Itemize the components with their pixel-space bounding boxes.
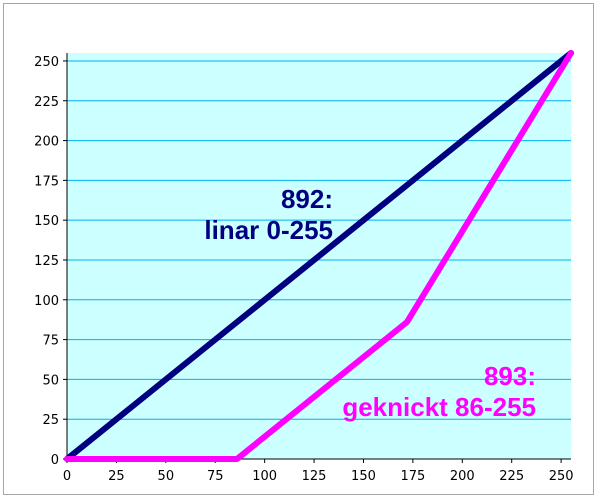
annotation-1: 892: linar 0-255 xyxy=(204,184,333,245)
line-chart: 0 25 50 75 100 125 150 175 200 225 250 0 25 50 75 100 1… xyxy=(34,50,574,484)
y-tick-label: 225 xyxy=(34,95,59,110)
data-point xyxy=(568,50,574,56)
y-axis-ticks: 0 25 50 75 100 125 150 175 200 225 250 xyxy=(34,55,67,468)
y-tick-label: 100 xyxy=(34,294,59,309)
x-tick-label: 225 xyxy=(499,469,524,484)
chart-frame: 0 25 50 75 100 125 150 175 200 225 250 0 25 50 75 100 1… xyxy=(3,3,594,495)
annotation-2: 893: geknickt 86-255 xyxy=(342,361,536,422)
y-tick-label: 150 xyxy=(34,214,59,229)
x-tick-label: 75 xyxy=(207,469,224,484)
x-tick-label: 100 xyxy=(252,469,277,484)
gridlines xyxy=(67,60,571,460)
x-tick-label: 200 xyxy=(450,469,475,484)
y-tick-label: 25 xyxy=(42,413,59,428)
annotation-line: 893: xyxy=(484,361,536,391)
data-point xyxy=(64,456,70,462)
series-line-1 xyxy=(64,50,574,462)
annotation-line: linar 0-255 xyxy=(204,215,333,245)
x-axis-ticks: 0 25 50 75 100 125 150 175 200 225 250 xyxy=(63,459,574,484)
data-point xyxy=(404,319,410,325)
series-line-2 xyxy=(64,50,574,462)
x-tick-label: 0 xyxy=(63,469,71,484)
x-tick-label: 125 xyxy=(302,469,327,484)
x-tick-label: 250 xyxy=(549,469,574,484)
y-tick-label: 75 xyxy=(42,334,59,349)
y-tick-label: 0 xyxy=(51,453,59,468)
series-lines xyxy=(64,50,574,462)
y-tick-label: 250 xyxy=(34,55,59,70)
x-tick-label: 50 xyxy=(158,469,175,484)
x-tick-label: 175 xyxy=(400,469,425,484)
data-point xyxy=(234,456,240,462)
y-tick-label: 125 xyxy=(34,254,59,269)
y-tick-label: 50 xyxy=(42,373,59,388)
annotation-line: 892: xyxy=(281,184,333,214)
x-tick-label: 150 xyxy=(351,469,376,484)
annotations: 892: linar 0-255 893: geknickt 86-255 xyxy=(204,184,536,422)
x-tick-label: 25 xyxy=(108,469,125,484)
y-tick-label: 175 xyxy=(34,174,59,189)
annotation-line: geknickt 86-255 xyxy=(342,392,536,422)
y-tick-label: 200 xyxy=(34,135,59,150)
